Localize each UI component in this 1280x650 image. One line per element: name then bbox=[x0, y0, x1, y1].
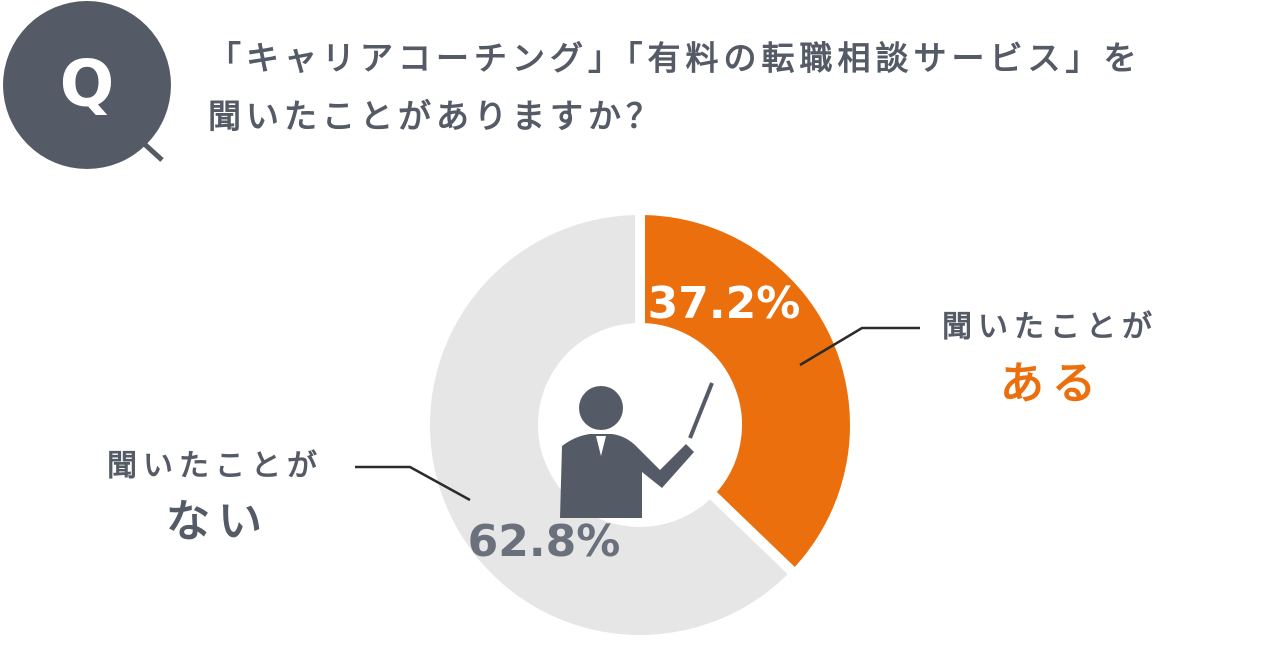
category-label: ある bbox=[1000, 358, 1104, 409]
category-label: 聞いたことが bbox=[107, 449, 323, 484]
category-label: 聞いたことが bbox=[942, 310, 1158, 345]
q-badge: Q bbox=[3, 1, 171, 169]
donut bbox=[420, 204, 860, 645]
category-label: ない bbox=[166, 496, 270, 547]
value-label: 62.8% bbox=[468, 516, 621, 567]
presenter-icon bbox=[560, 382, 714, 518]
title-line: 聞いたことがありますか？ bbox=[208, 97, 664, 136]
badge-text: Q bbox=[60, 48, 114, 122]
title-line: 「キャリアコーチング」「有料の転職相談サービス」を bbox=[208, 39, 1142, 78]
leader-line bbox=[355, 465, 471, 502]
badge-circle bbox=[3, 1, 171, 169]
badge-tail bbox=[138, 138, 164, 162]
value-label: 37.2% bbox=[648, 278, 801, 329]
leader-line bbox=[799, 326, 920, 367]
donut-slice bbox=[635, 204, 860, 582]
